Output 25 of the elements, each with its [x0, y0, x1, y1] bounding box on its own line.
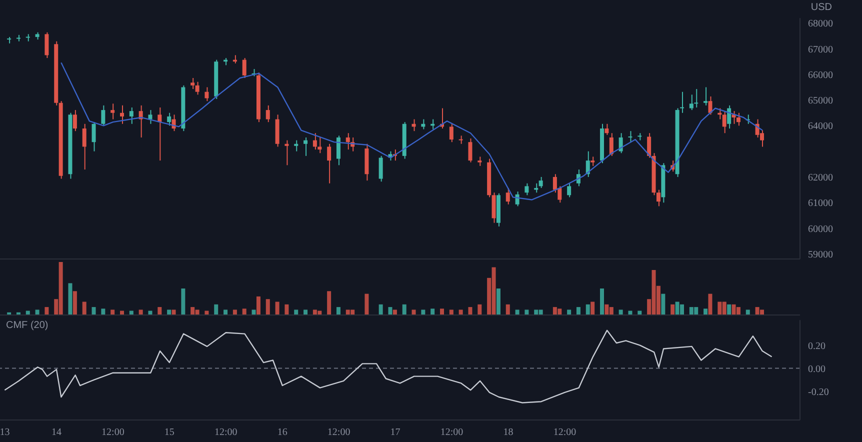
y-tick-label: 68000: [808, 18, 833, 30]
y-tick-label: 65000: [808, 96, 833, 107]
y-axis-title: USD: [810, 2, 832, 13]
x-tick-label: 12:00: [327, 427, 350, 438]
x-tick-label: 14: [51, 427, 62, 438]
x-tick-label: 12:00: [440, 427, 464, 438]
x-tick-label: 13: [0, 427, 10, 438]
y-tick-label: 60000: [808, 224, 833, 235]
x-tick-label: 12:00: [214, 427, 238, 438]
y-tick-label: 64000: [808, 121, 833, 132]
y-tick-label: 67000: [808, 44, 833, 56]
y-tick-label: 59000: [808, 249, 833, 260]
y-tick-label: 0.20: [808, 340, 826, 352]
y-tick-label: 0.00: [808, 364, 826, 375]
y-tick-label: 61000: [808, 198, 833, 210]
x-tick-label: 16: [277, 427, 288, 438]
y-tick-label: 66000: [808, 70, 833, 81]
x-tick-label: 18: [503, 427, 514, 438]
x-tick-label: 15: [164, 427, 174, 438]
x-tick-label: 12:00: [102, 427, 124, 438]
y-tick-label: 62000: [808, 172, 833, 184]
chart-title: CMF (20): [6, 320, 48, 331]
x-tick-label: 17: [390, 427, 400, 438]
x-tick-label: 12:00: [553, 427, 576, 438]
y-tick-label: -0.20: [808, 386, 829, 398]
